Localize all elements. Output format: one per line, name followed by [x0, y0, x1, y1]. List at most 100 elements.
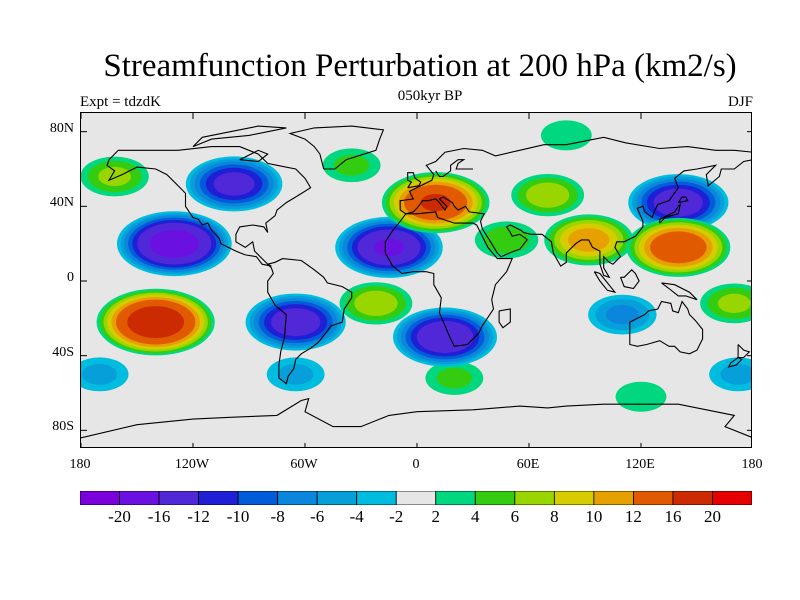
- colorbar-tick-label: 12: [624, 507, 642, 526]
- colorbar-swatch: [277, 491, 318, 505]
- contour-level: [149, 229, 200, 258]
- contour-level: [540, 120, 592, 151]
- colorbar-tick-label: -10: [226, 507, 250, 526]
- lat-tick-label: 80S: [52, 419, 74, 435]
- colorbar-swatch: [435, 491, 476, 505]
- coastline: [288, 125, 385, 170]
- lon-tick-label: 120E: [625, 457, 655, 472]
- lon-tick-label: 60E: [516, 457, 540, 472]
- colorbar-tick-label: 6: [510, 507, 520, 526]
- anomaly-cell: [245, 293, 346, 351]
- contour-level: [416, 321, 474, 353]
- contour-level: [436, 367, 473, 389]
- coastline: [81, 397, 751, 439]
- contour-level: [213, 172, 255, 196]
- contour-level: [81, 363, 118, 385]
- colorbar-tick-label: 2: [431, 507, 441, 526]
- contour-fills: [81, 120, 751, 412]
- anomaly-cell: [615, 381, 667, 412]
- coastline: [106, 146, 312, 267]
- lat-tick-label: 40N: [49, 195, 74, 211]
- colorbar-swatch: [712, 491, 752, 505]
- chart-title: Streamfunction Perturbation at 200 hPa (…: [103, 48, 737, 84]
- colorbar-swatch: [553, 491, 595, 505]
- colorbar-tick-label: -20: [108, 507, 131, 526]
- colorbar-tick-label: -2: [389, 507, 404, 526]
- contour-level: [720, 363, 751, 385]
- contour-level: [717, 293, 751, 313]
- lon-tick-label: 180: [741, 457, 763, 472]
- contour-level: [127, 306, 185, 339]
- coastline: [267, 258, 353, 385]
- colorbar-tick-label: 8: [550, 507, 559, 526]
- lon-tick-label: 120W: [174, 457, 210, 472]
- anomaly-cell: [266, 357, 325, 392]
- anomaly-cell: [425, 361, 484, 395]
- colorbar-swatch: [593, 491, 634, 505]
- contour-level: [615, 381, 667, 412]
- anomaly-cell: [700, 283, 751, 324]
- anomaly-cell: [474, 221, 539, 259]
- anomaly-cell: [96, 288, 215, 356]
- anomaly-cell: [339, 282, 413, 325]
- period-label: 050kyr BP: [397, 88, 463, 104]
- lon-tick-label: 180: [69, 457, 91, 472]
- contour-level: [650, 231, 707, 264]
- anomaly-cell: [393, 307, 497, 367]
- colorbar-tick-label: 4: [471, 507, 480, 526]
- coastline: [593, 271, 617, 294]
- colorbar-tick-label: -6: [310, 507, 325, 526]
- contour-level: [483, 226, 530, 254]
- anomaly-cell: [511, 174, 585, 217]
- coastline: [661, 282, 698, 301]
- lat-tick-label: 80N: [49, 120, 74, 136]
- coastline: [435, 159, 473, 178]
- contour-level: [98, 166, 131, 187]
- colorbar-tick-label: -8: [270, 507, 285, 526]
- colorbar-swatch: [514, 491, 555, 505]
- colorbar-tick-label: 20: [703, 507, 721, 526]
- colorbar-swatch: [158, 491, 199, 505]
- colorbar-swatch: [474, 491, 516, 505]
- coastline: [619, 269, 640, 290]
- colorbar-tick-label: 16: [664, 507, 682, 526]
- colorbar-swatch: [198, 491, 239, 505]
- coastline: [384, 211, 514, 347]
- colorbar-swatch: [80, 491, 120, 505]
- coastline: [407, 172, 422, 189]
- map-plot-area: [80, 112, 752, 448]
- lat-tick-label: 0: [67, 270, 74, 285]
- experiment-label: Expt = tdzdK: [80, 94, 161, 110]
- anomaly-cell: [335, 216, 443, 278]
- anomaly-cell: [116, 211, 232, 277]
- colorbar-swatch: [633, 491, 674, 505]
- anomaly-cell: [81, 156, 149, 197]
- coastline: [629, 300, 704, 355]
- contour-level: [373, 238, 405, 256]
- coastline: [498, 308, 511, 329]
- colorbar-swatch: [672, 491, 713, 505]
- lon-tick-label: 60W: [290, 457, 318, 472]
- colorbar: [80, 491, 752, 505]
- anomaly-cell: [709, 357, 751, 392]
- coastline: [727, 357, 743, 368]
- season-label: DJF: [727, 94, 753, 110]
- anomaly-cell: [322, 148, 381, 183]
- colorbar-swatch: [119, 491, 160, 505]
- coastline: [239, 149, 269, 163]
- colorbar-swatch: [356, 491, 397, 505]
- anomaly-cell: [626, 217, 731, 277]
- colorbar-swatch: [237, 491, 279, 505]
- anomaly-cell: [81, 357, 129, 392]
- colorbar-tick-label: -16: [147, 507, 171, 526]
- colorbar-swatch: [316, 491, 358, 505]
- anomaly-cell: [588, 294, 657, 335]
- colorbar-tick-label: 10: [585, 507, 603, 526]
- coastline: [677, 196, 689, 204]
- coastline: [737, 344, 751, 359]
- contour-level: [333, 154, 370, 176]
- contour-map: [81, 113, 751, 447]
- colorbar-tick-label: -12: [187, 507, 210, 526]
- anomaly-cell: [540, 120, 592, 151]
- contour-level: [270, 308, 321, 337]
